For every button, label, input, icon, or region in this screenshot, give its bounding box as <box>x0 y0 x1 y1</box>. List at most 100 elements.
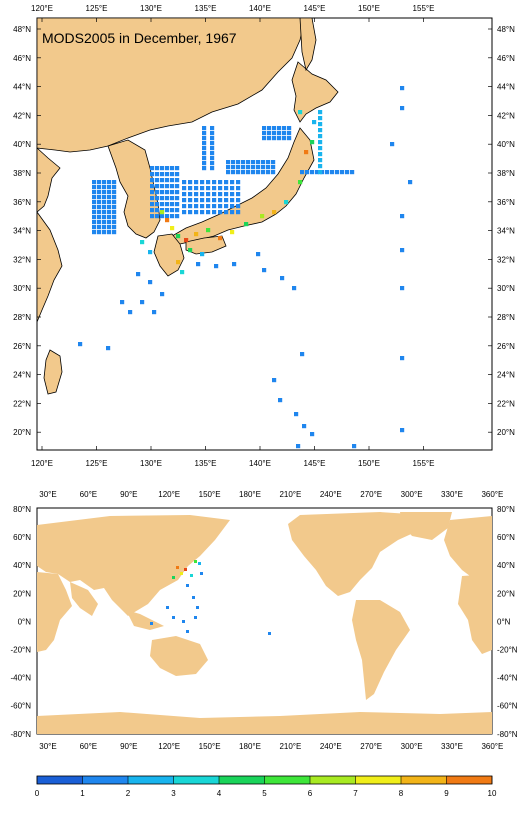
world-lon-tick-label: 330°E <box>441 490 463 499</box>
observation-square <box>165 208 170 213</box>
observation-square <box>170 178 175 183</box>
world-lon-tick-label: 150°E <box>199 490 221 499</box>
observation-square <box>170 172 175 177</box>
lon-tick-label: 145°E <box>304 459 326 468</box>
observation-square <box>296 444 301 449</box>
observation-square <box>78 342 83 347</box>
observation-square <box>224 180 229 185</box>
observation-square <box>97 225 102 230</box>
observation-square <box>298 180 303 185</box>
observation-square <box>236 160 241 165</box>
observation-square <box>241 170 246 175</box>
lon-tick-label: 125°E <box>86 459 108 468</box>
observation-square <box>352 444 357 449</box>
observation-square <box>175 184 180 189</box>
observation-square <box>107 205 112 210</box>
world-lat-tick-label: 80°N <box>497 505 515 514</box>
lon-tick-label: 120°E <box>31 4 53 13</box>
lat-tick-label: 28°N <box>497 313 515 322</box>
observation-square <box>202 146 207 151</box>
observation-square <box>241 160 246 165</box>
lat-tick-label: 40°N <box>497 140 515 149</box>
lat-tick-label: 38°N <box>13 169 31 178</box>
observation-square <box>246 170 251 175</box>
land-north-america <box>288 512 440 596</box>
lat-tick-label: 46°N <box>497 54 515 63</box>
observation-square <box>97 210 102 215</box>
observation-square <box>192 596 195 599</box>
observation-square <box>231 165 236 170</box>
observation-square <box>97 205 102 210</box>
observation-square <box>186 584 189 587</box>
observation-square <box>112 210 117 215</box>
observation-square <box>251 170 256 175</box>
observation-square <box>102 185 107 190</box>
observation-square <box>92 185 97 190</box>
observation-square <box>310 140 315 145</box>
observation-square <box>175 178 180 183</box>
observation-square <box>251 165 256 170</box>
observation-square <box>152 310 157 315</box>
observation-square <box>160 178 165 183</box>
observation-square <box>212 210 217 215</box>
lon-tick-label: 155°E <box>413 4 435 13</box>
observation-square <box>102 205 107 210</box>
observation-square <box>261 160 266 165</box>
observation-square <box>230 192 235 197</box>
observation-square <box>262 131 267 136</box>
colorbar-label: 6 <box>308 789 313 798</box>
observation-square <box>278 398 283 403</box>
lat-tick-label: 30°N <box>497 284 515 293</box>
observation-square <box>202 126 207 131</box>
observation-square <box>136 272 141 277</box>
observation-square <box>200 252 205 257</box>
observation-square <box>206 228 211 233</box>
observation-square <box>175 190 180 195</box>
observation-square <box>150 622 153 625</box>
observation-square <box>150 214 155 219</box>
observation-square <box>160 166 165 171</box>
observation-square <box>272 136 277 141</box>
observation-square <box>218 198 223 203</box>
observation-square <box>350 170 355 175</box>
observation-square <box>155 196 160 201</box>
observation-square <box>212 192 217 197</box>
observation-markers-world <box>150 560 271 635</box>
observation-square <box>241 165 246 170</box>
observation-square <box>218 236 223 241</box>
observation-square <box>202 141 207 146</box>
lon-tick-label: 130°E <box>140 4 162 13</box>
world-lon-tick-label: 150°E <box>199 742 221 751</box>
world-lat-tick-label: 60°N <box>13 533 31 542</box>
observation-square <box>107 190 112 195</box>
observation-square <box>175 196 180 201</box>
world-lat-tick-label: -80°N <box>10 730 31 739</box>
observation-square <box>160 172 165 177</box>
map-world: 30°E 60°E 90°E 120°E 150°E 180°E 210°E 240°E 270… <box>10 490 517 751</box>
world-lat-tick-label: 80°N <box>13 505 31 514</box>
observation-square <box>175 202 180 207</box>
colorbar-label: 1 <box>80 789 85 798</box>
observation-square <box>170 196 175 201</box>
observation-square <box>150 208 155 213</box>
observation-square <box>97 180 102 185</box>
observation-square <box>210 161 215 166</box>
observation-square <box>97 185 102 190</box>
colorbar-segment <box>446 776 492 784</box>
world-lat-ticks-left: 80°N 60°N 40°N 20°N 0°N -20°N -40°N -60°N -80°N <box>10 505 31 739</box>
map-title: MODS2005 in December, 1967 <box>42 30 237 46</box>
observation-square <box>272 126 277 131</box>
colorbar-label: 4 <box>217 789 222 798</box>
observation-square <box>271 160 276 165</box>
observation-square <box>188 192 193 197</box>
observation-square <box>318 116 323 121</box>
observation-square <box>266 165 271 170</box>
observation-square <box>214 264 219 269</box>
observation-square <box>194 186 199 191</box>
observation-square <box>92 195 97 200</box>
observation-square <box>92 220 97 225</box>
observation-square <box>236 210 241 215</box>
land-asia-north <box>36 17 306 153</box>
observation-square <box>128 310 133 315</box>
observation-square <box>318 122 323 127</box>
